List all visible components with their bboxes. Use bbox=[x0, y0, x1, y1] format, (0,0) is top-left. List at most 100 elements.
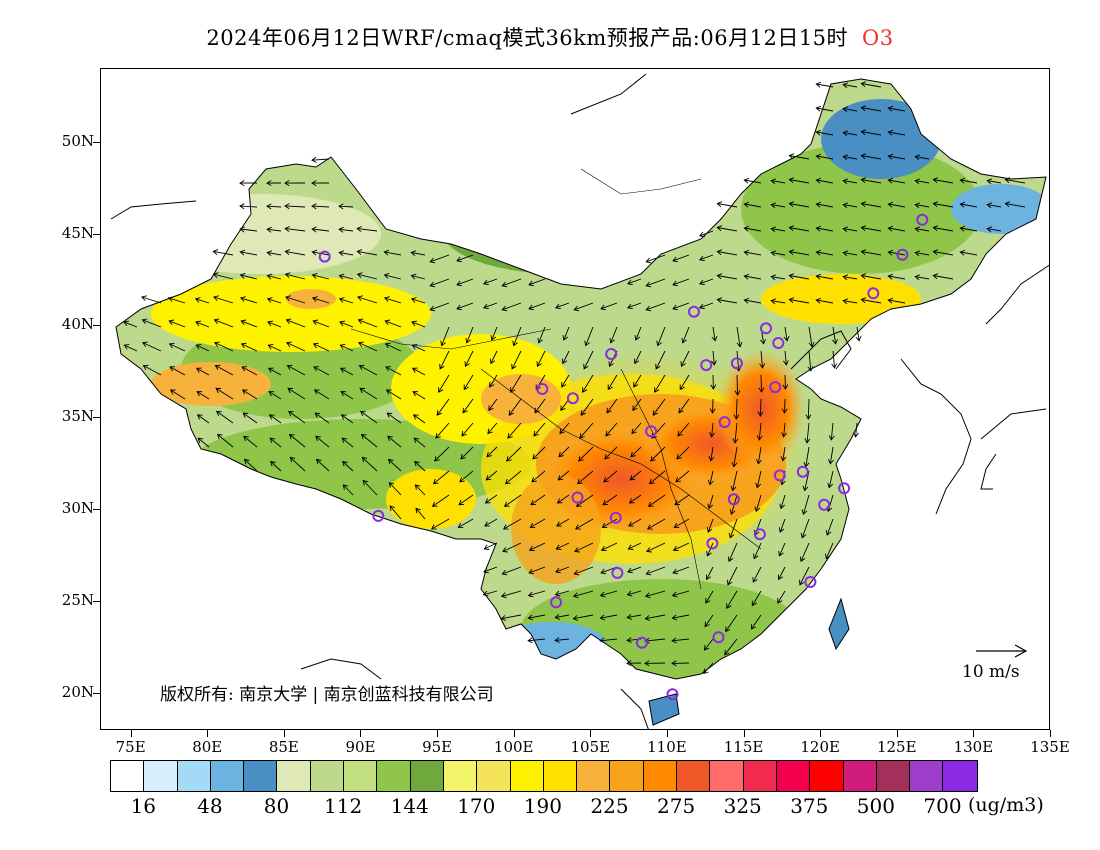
wind-arrow bbox=[627, 566, 642, 574]
wind-arrow bbox=[574, 518, 594, 530]
wind-arrow bbox=[572, 614, 594, 621]
colorbar-swatch bbox=[377, 761, 411, 791]
wind-arrow bbox=[708, 446, 715, 462]
wind-arrow bbox=[341, 437, 354, 448]
colorbar-label: 375 bbox=[790, 794, 829, 818]
wind-arrow bbox=[289, 456, 306, 472]
wind-arrow bbox=[860, 201, 882, 208]
wind-arrow bbox=[705, 566, 714, 581]
wind-arrow bbox=[506, 446, 522, 462]
wind-arrow bbox=[384, 342, 402, 352]
wind-arrow bbox=[383, 249, 402, 256]
wind-arrow bbox=[430, 518, 450, 530]
wind-arrow bbox=[356, 226, 378, 233]
lat-tick bbox=[93, 509, 100, 511]
colorbar-label: 275 bbox=[657, 794, 696, 818]
title-species: O3 bbox=[862, 26, 894, 50]
wind-arrow bbox=[808, 326, 815, 348]
wind-arrow bbox=[710, 350, 717, 366]
wind-arrow bbox=[501, 278, 522, 288]
wind-arrow bbox=[600, 302, 618, 311]
wind-arrow bbox=[672, 254, 690, 263]
wind-arrow bbox=[724, 638, 738, 656]
wind-arrow bbox=[698, 230, 714, 238]
city-marker bbox=[916, 213, 929, 226]
wind-arrow bbox=[716, 201, 738, 208]
wind-arrow bbox=[914, 202, 930, 209]
colorbar-units: (ug/m3) bbox=[968, 794, 1044, 816]
colorbar-swatch bbox=[810, 761, 844, 791]
city-marker bbox=[718, 416, 731, 429]
chart-title: 2024年06月12日WRF/cmaq模式36km预报产品:06月12日15时 O… bbox=[0, 22, 1100, 52]
wind-vectors bbox=[123, 81, 1026, 675]
lon-label: 135E bbox=[1030, 738, 1070, 756]
lat-tick bbox=[93, 693, 100, 695]
wind-arrow bbox=[887, 201, 906, 208]
wind-arrow bbox=[831, 350, 838, 369]
wind-arrow bbox=[141, 341, 162, 352]
wind-arrow bbox=[266, 273, 282, 280]
wind-arrow bbox=[750, 614, 762, 630]
lon-tick bbox=[896, 730, 898, 737]
wind-arrow bbox=[411, 320, 426, 328]
wind-arrow bbox=[561, 374, 570, 388]
wind-arrow bbox=[269, 437, 282, 448]
wind-arrow bbox=[340, 391, 354, 400]
wind-arrow bbox=[842, 274, 858, 281]
wind-arrow bbox=[629, 470, 642, 481]
wind-arrow bbox=[887, 129, 906, 136]
city-marker bbox=[571, 491, 584, 504]
lat-tick bbox=[93, 141, 100, 143]
colorbar-swatch bbox=[677, 761, 711, 791]
wind-arrow bbox=[527, 637, 546, 644]
wind-arrow bbox=[528, 302, 546, 311]
wind-arrow bbox=[647, 494, 666, 507]
field-blue-ne bbox=[821, 99, 941, 179]
colorbar-label: 48 bbox=[197, 794, 223, 818]
wind-arrow bbox=[606, 398, 618, 414]
wind-arrow bbox=[573, 302, 594, 312]
wind-arrow bbox=[751, 590, 762, 607]
city-marker bbox=[605, 348, 618, 360]
wind-arrow bbox=[243, 435, 258, 448]
wind-arrow bbox=[842, 154, 858, 161]
wind-arrow bbox=[1004, 201, 1026, 208]
wind-arrow bbox=[671, 660, 690, 667]
wind-arrow bbox=[511, 350, 522, 370]
wind-arrow bbox=[754, 494, 762, 513]
lat-label: 35N bbox=[61, 407, 94, 426]
wind-arrow bbox=[195, 367, 210, 376]
wind-arrow bbox=[710, 374, 717, 390]
wind-arrow bbox=[959, 201, 978, 208]
wind-arrow bbox=[360, 433, 378, 448]
lon-tick bbox=[130, 730, 132, 737]
lat-tick bbox=[93, 601, 100, 603]
wind-arrow bbox=[431, 494, 450, 507]
wind-arrow bbox=[842, 82, 858, 89]
city-marker bbox=[566, 392, 579, 405]
wind-arrow bbox=[239, 296, 258, 304]
field-blue-east bbox=[951, 184, 1046, 234]
lon-tick bbox=[437, 730, 439, 737]
city-marker bbox=[700, 359, 713, 372]
wind-arrow bbox=[759, 350, 766, 369]
wind-arrow bbox=[674, 494, 690, 506]
wind-arrow bbox=[756, 422, 763, 441]
field-green-gobi bbox=[441, 184, 681, 274]
wind-arrow bbox=[782, 350, 789, 366]
wind-arrow bbox=[783, 326, 790, 342]
wind-arrow bbox=[562, 326, 570, 341]
wind-arrow bbox=[284, 203, 306, 210]
wind-arrow bbox=[914, 250, 930, 257]
wind-arrow bbox=[781, 398, 788, 414]
wind-arrow bbox=[579, 422, 594, 439]
wind-arrow bbox=[986, 226, 1002, 233]
wind-arrow bbox=[652, 398, 666, 416]
wind-arrow bbox=[338, 250, 354, 257]
wind-arrow bbox=[626, 613, 642, 620]
wind-arrow bbox=[602, 494, 618, 506]
wind-arrow bbox=[860, 249, 882, 256]
wind-arrow bbox=[356, 249, 378, 256]
wind-arrow bbox=[932, 273, 954, 280]
wind-arrow bbox=[743, 225, 762, 232]
